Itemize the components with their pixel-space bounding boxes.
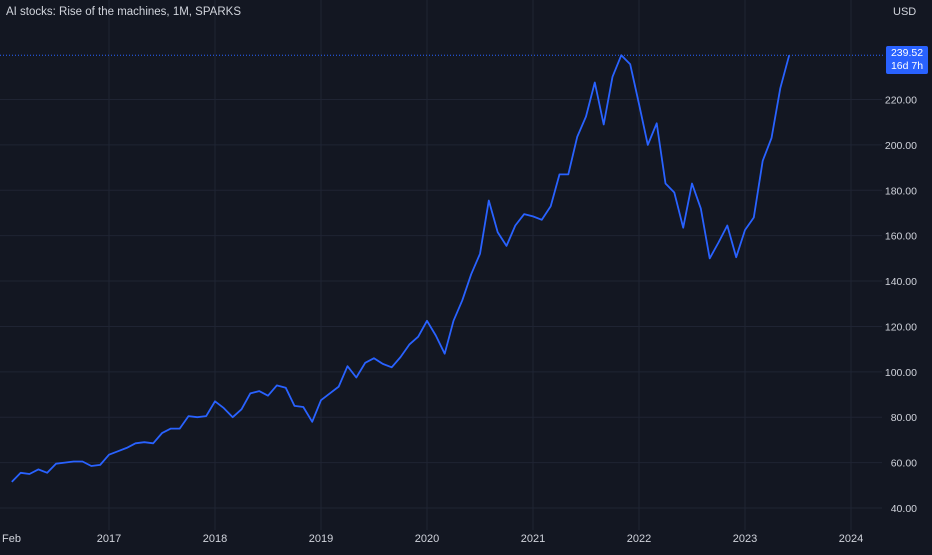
x-axis: Feb 2017 2018 2019 2020 2021 2022 2023 2024 xyxy=(2,533,863,545)
chart-title[interactable]: AI stocks: Rise of the machines, 1M, SPA… xyxy=(6,6,241,18)
y-axis: 40.00 60.00 80.00 100.00 120.00 140.00 160.00 1… xyxy=(885,95,917,516)
series-line xyxy=(11,54,791,483)
x-tick-label: 2023 xyxy=(733,533,757,545)
last-price-value: 239.52 xyxy=(890,47,924,59)
last-price-countdown: 16d 7h xyxy=(890,60,924,72)
grid xyxy=(0,0,882,530)
x-tick-label: 2024 xyxy=(839,533,863,545)
x-tick-label: 2020 xyxy=(415,533,439,545)
y-tick-label: 100.00 xyxy=(885,367,917,379)
last-price-badge: 239.52 16d 7h xyxy=(886,46,928,74)
y-tick-label: 80.00 xyxy=(891,412,917,424)
currency-label[interactable]: USD xyxy=(893,6,917,18)
series-layer xyxy=(11,54,791,483)
y-tick-label: 160.00 xyxy=(885,231,917,243)
y-tick-label: 140.00 xyxy=(885,276,917,288)
y-tick-label: 60.00 xyxy=(891,458,917,470)
x-tick-label: Feb xyxy=(2,533,21,545)
x-tick-label: 2017 xyxy=(97,533,121,545)
x-tick-label: 2021 xyxy=(521,533,545,545)
y-tick-label: 220.00 xyxy=(885,95,917,107)
x-tick-label: 2019 xyxy=(309,533,333,545)
y-tick-label: 180.00 xyxy=(885,185,917,197)
x-tick-label: 2018 xyxy=(203,533,227,545)
y-tick-label: 40.00 xyxy=(891,503,917,515)
y-tick-label: 120.00 xyxy=(885,321,917,333)
y-tick-label: 200.00 xyxy=(885,140,917,152)
x-tick-label: 2022 xyxy=(627,533,651,545)
